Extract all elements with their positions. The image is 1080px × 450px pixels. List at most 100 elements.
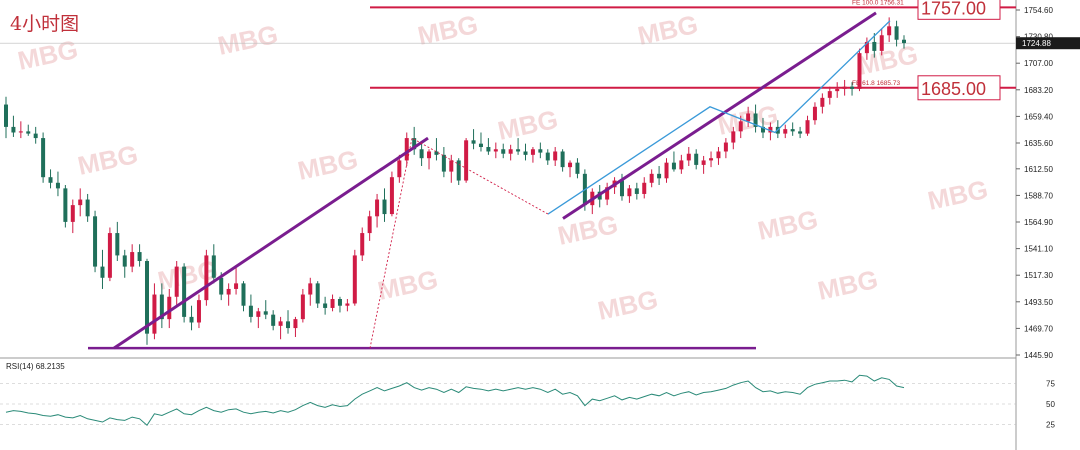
candle-body [790,129,795,132]
swing-projection [547,20,891,215]
candle-body [864,41,869,54]
candle-body [605,187,610,200]
candle-body [738,121,743,132]
channel-line-left [113,136,429,350]
candle-body [256,311,261,317]
candle-body [486,147,491,152]
candle-body [63,188,68,222]
candle-body [204,255,209,301]
candle-body [419,149,424,159]
candle-body [404,138,409,161]
candle-body [449,160,454,172]
price-tick-label: 1683.20 [1024,86,1053,95]
current-price-box [1016,37,1080,50]
candle-body [159,294,164,320]
candle-body [85,199,90,217]
price-tick-label: 1707.00 [1024,59,1053,68]
price-tick-label: 1564.90 [1024,218,1053,227]
candle-body [560,151,565,168]
candle-body [671,162,676,170]
candle-body [679,160,684,170]
candle-body [827,91,832,98]
price-level-box [917,0,1001,20]
candle-body [805,120,810,134]
candle-body [634,188,639,194]
candle-body [130,252,135,267]
candle-body [4,104,8,127]
fib-level-label: FE 100.0 1756.31 [852,0,904,6]
candle-body [464,140,469,181]
price-tick-label: 1754.60 [1024,6,1053,15]
candle-body [716,151,721,159]
candles [4,17,906,345]
candle-body [501,149,506,154]
candle-body [753,113,758,127]
candle-body [553,151,558,161]
candle-body [234,283,239,289]
candle-body [278,321,283,326]
candle-body [345,303,350,306]
candle-body [538,149,543,153]
candle-body [642,182,647,194]
candle-body [145,261,150,334]
candle-body [352,255,357,304]
candle-body [271,314,276,326]
candle-body [293,319,298,329]
candle-body [879,35,884,51]
candle-body [709,158,714,161]
candle-body [122,255,127,267]
price-tick-label: 1469.70 [1024,324,1053,333]
candle-body [493,149,498,152]
candle-body [41,138,46,178]
candle-body [434,151,439,155]
candle-body [300,294,305,320]
candle-body [174,266,179,297]
price-level-box [917,75,1001,101]
candle-body [367,216,372,234]
chart-title: 4小时图 [10,13,79,35]
candle-body [835,88,840,92]
candle-body [360,233,365,256]
price-tick-label: 1730.80 [1024,33,1053,42]
candle-body [887,26,892,36]
price-tick-label: 1659.40 [1024,112,1053,121]
candle-body [241,283,246,306]
candle-body [523,151,528,155]
candle-body [530,149,535,155]
candle-body [55,182,60,189]
candle-body [382,199,387,215]
price-tick-label: 1445.90 [1024,351,1053,360]
candle-body [375,199,380,217]
candle-body [649,173,654,183]
channel-line-right [562,11,877,220]
price-tick-label: 1541.10 [1024,245,1053,254]
candle-body [323,303,328,308]
candle-body [619,180,624,197]
rsi-panel: 75 50 25 [0,374,1055,430]
candle-body [471,140,476,144]
rsi-label: RSI(14) 68.2135 [6,362,65,371]
candle-body [441,154,446,172]
candle-body [196,300,201,323]
candle-body [286,321,291,329]
candle-body [167,296,172,320]
candle-body [107,233,112,278]
price-tick-label: 1635.60 [1024,139,1053,148]
candle-body [820,97,825,107]
price-tick-label: 1588.70 [1024,191,1053,200]
candle-body [93,216,98,267]
candle-body [152,294,157,334]
candle-body [783,129,788,134]
candle-body [664,162,669,179]
candle-body [33,133,38,139]
candle-body [902,39,906,44]
candle-body [516,149,521,152]
candle-body [115,233,120,256]
candle-body [337,299,342,306]
candle-body [894,26,899,40]
candle-body [315,283,320,304]
candle-body [308,283,313,295]
candle-body [850,86,855,89]
candle-body [18,131,23,133]
